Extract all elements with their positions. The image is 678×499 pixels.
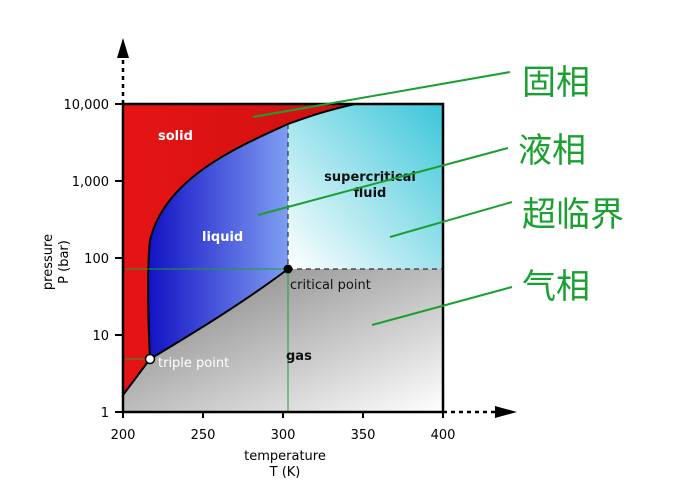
gas-label: gas (286, 349, 312, 364)
gas-pointer-line (371, 286, 513, 326)
supercritical-label-line1: supercritical (324, 170, 416, 185)
x-tick-label: 250 (191, 428, 216, 443)
critical-point-marker (283, 264, 293, 274)
y-tick-label: 1 (101, 406, 109, 421)
critical-point-label: critical point (290, 278, 371, 293)
supercritical-pointer-line (389, 201, 513, 238)
sublimation-curve (122, 358, 151, 396)
y-axis-label-line1: pressure (41, 234, 56, 290)
x-tick-label: 200 (111, 428, 136, 443)
gas-region (123, 269, 443, 412)
solid-label: solid (158, 129, 193, 144)
liquid-region (148, 124, 288, 359)
solid-pointer-line (252, 71, 511, 118)
x-tick-label: 350 (351, 428, 376, 443)
vaporization-curve (149, 268, 289, 360)
y-tick-label: 100 (84, 252, 109, 267)
liquid-label: liquid (202, 230, 243, 245)
y-axis-label-line2: P (bar) (57, 240, 72, 284)
solid-phase-annotation: 固相 (522, 63, 590, 103)
melting-curve (147, 103, 356, 360)
supercritical-label-line2: fluid (354, 186, 387, 201)
x-axis-arrow-icon (495, 406, 517, 418)
x-tick-labels: 200 250 300 350 400 (111, 412, 456, 443)
x-tick-label: 300 (271, 428, 296, 443)
x-axis (443, 406, 517, 418)
y-tick-label: 10 (92, 329, 109, 344)
x-axis-label-line1: temperature (244, 449, 326, 464)
phase-boundaries (122, 103, 356, 396)
y-axis-arrow-icon (117, 38, 129, 58)
annotation-pointers (252, 71, 513, 326)
liquid-phase-annotation: 液相 (518, 131, 586, 171)
x-tick-label: 400 (431, 428, 456, 443)
triple-point-marker (144, 353, 156, 365)
x-axis-label-line2: T (K) (269, 465, 301, 480)
supercritical-annotation: 超临界 (522, 195, 624, 235)
triple-point-label: triple point (158, 356, 229, 371)
gas-phase-annotation: 气相 (522, 267, 590, 307)
liquid-pointer-line (257, 147, 509, 216)
y-tick-label: 1,000 (72, 175, 109, 190)
y-axis (117, 38, 129, 104)
y-tick-label: 10,000 (64, 98, 110, 113)
y-tick-labels: 1 10 100 1,000 10,000 (64, 98, 123, 421)
solid-region (123, 104, 355, 395)
